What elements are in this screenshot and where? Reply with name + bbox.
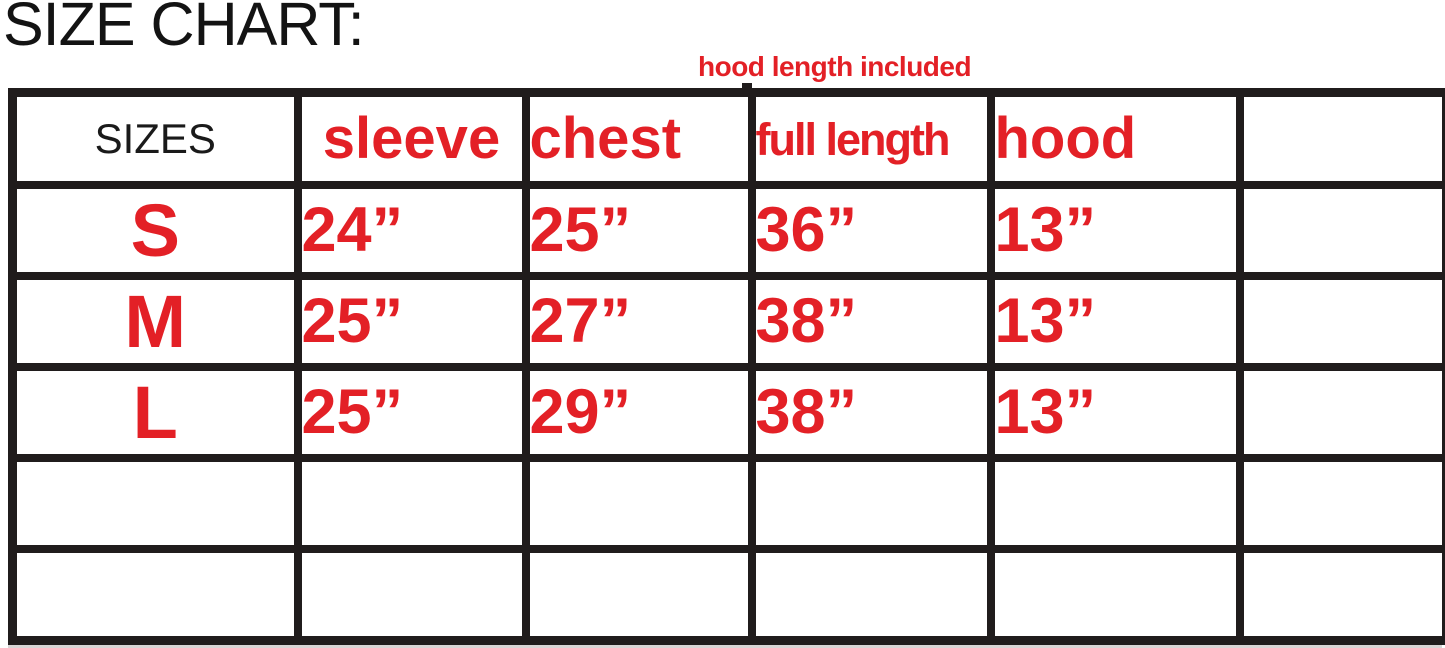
size-label-l: L bbox=[8, 363, 302, 462]
col-header-empty bbox=[1235, 88, 1445, 189]
col-header-sleeve: sleeve bbox=[293, 88, 530, 189]
table-row-s: S 24” 25” 36” 13” bbox=[8, 181, 1445, 280]
table-row-empty-2 bbox=[8, 545, 1445, 645]
cell-l-full-length: 38” bbox=[747, 363, 995, 462]
cell-l-hood: 13” bbox=[986, 363, 1244, 462]
table-row-m: M 25” 27” 38” 13” bbox=[8, 272, 1445, 371]
col-header-sizes: SIZES bbox=[8, 88, 302, 189]
header-row: SIZES sleeve chest full length hood bbox=[8, 88, 1445, 189]
hood-length-note: hood length included bbox=[698, 51, 972, 82]
cell-m-hood: 13” bbox=[986, 272, 1244, 371]
cell-l-chest: 29” bbox=[521, 363, 756, 462]
empty-cell bbox=[986, 454, 1244, 553]
cell-m-chest: 27” bbox=[521, 272, 756, 371]
size-label-m: M bbox=[8, 272, 302, 371]
table-bottom-shadow bbox=[8, 645, 1442, 648]
cell-m-full-length: 38” bbox=[747, 272, 995, 371]
empty-cell bbox=[986, 545, 1244, 645]
cell-l-sleeve: 25” bbox=[293, 363, 530, 462]
empty-cell bbox=[1235, 454, 1445, 553]
empty-cell bbox=[747, 545, 995, 645]
empty-cell bbox=[521, 454, 756, 553]
empty-cell bbox=[8, 454, 302, 553]
page-title: SIZE CHART: bbox=[3, 0, 365, 58]
col-header-full-length: full length bbox=[747, 88, 995, 189]
empty-cell bbox=[293, 454, 530, 553]
cell-s-hood: 13” bbox=[986, 181, 1244, 280]
cell-m-empty bbox=[1235, 272, 1445, 371]
col-header-hood: hood bbox=[986, 88, 1244, 189]
col-header-chest: chest bbox=[521, 88, 756, 189]
cell-s-sleeve: 24” bbox=[293, 181, 530, 280]
cell-m-sleeve: 25” bbox=[293, 272, 530, 371]
cell-s-full-length: 36” bbox=[747, 181, 995, 280]
size-label-s: S bbox=[8, 181, 302, 280]
table-row-empty-1 bbox=[8, 454, 1445, 553]
table-row-l: L 25” 29” 38” 13” bbox=[8, 363, 1445, 462]
cell-l-empty bbox=[1235, 363, 1445, 462]
cell-s-empty bbox=[1235, 181, 1445, 280]
size-chart-table: SIZES sleeve chest full length hood S 24… bbox=[8, 88, 1445, 645]
empty-cell bbox=[747, 454, 995, 553]
empty-cell bbox=[293, 545, 530, 645]
empty-cell bbox=[521, 545, 756, 645]
empty-cell bbox=[8, 545, 302, 645]
cell-s-chest: 25” bbox=[521, 181, 756, 280]
empty-cell bbox=[1235, 545, 1445, 645]
